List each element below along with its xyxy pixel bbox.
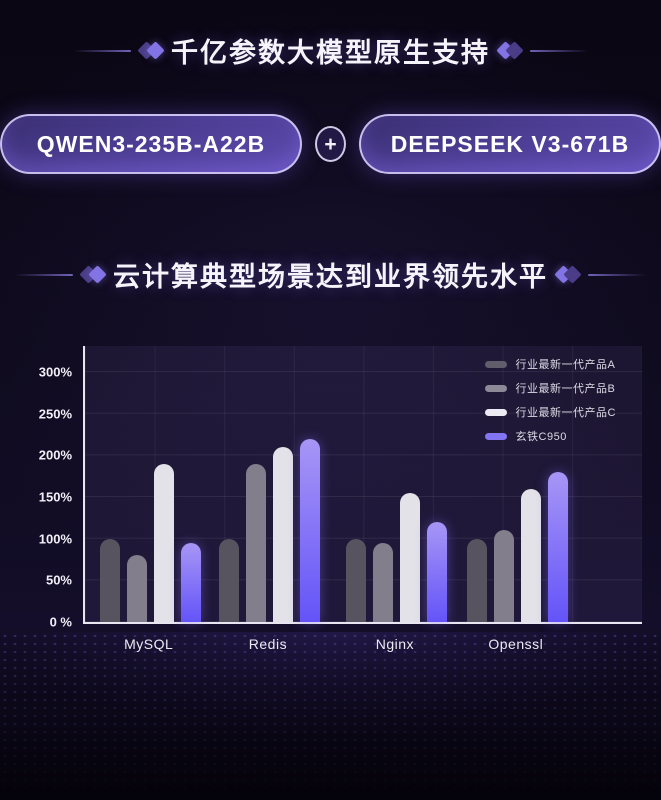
legend-swatch — [484, 384, 507, 392]
bar — [300, 438, 321, 622]
bar — [181, 542, 202, 622]
bar-group-mysql — [97, 463, 205, 622]
legend-swatch — [484, 360, 507, 368]
bar — [467, 538, 488, 622]
diamond-decoration-right — [496, 41, 524, 60]
legend-swatch — [484, 408, 507, 416]
y-tick-label: 200% — [38, 447, 72, 463]
diamond-decoration-right — [554, 265, 582, 284]
legend-label: 玄铁C950 — [515, 431, 567, 443]
title-line-right — [588, 273, 646, 276]
diamond-decoration-left — [79, 265, 107, 284]
badge-qwen-label: QWEN3-235B-A22B — [36, 130, 266, 157]
x-axis-label: MySQL — [124, 636, 174, 652]
title-cloud-text: 云计算典型场景达到业界领先水平 — [113, 262, 548, 292]
bar — [548, 471, 569, 622]
diamond-decoration-left — [137, 41, 165, 60]
legend-item: 行业最新一代产品A — [484, 356, 616, 372]
legend-label: 行业最新一代产品C — [515, 407, 616, 419]
legend-label: 行业最新一代产品A — [515, 359, 616, 371]
bar — [127, 555, 148, 622]
legend-swatch — [484, 432, 507, 440]
plot-area: 行业最新一代产品A 行业最新一代产品B 行业最新一代产品C 玄铁C950 — [83, 346, 642, 624]
bar-group-redis — [216, 438, 324, 622]
legend-item: 玄铁C950 — [484, 428, 616, 444]
x-axis-label: Openssl — [488, 636, 544, 652]
bar — [219, 538, 240, 622]
bar — [400, 492, 421, 622]
badge-qwen: QWEN3-235B-A22B — [0, 114, 302, 174]
y-tick-label: 300% — [38, 364, 72, 380]
bar — [273, 446, 294, 622]
y-tick-label: 0 % — [49, 614, 72, 630]
dotted-floor-texture — [0, 632, 661, 800]
title-models-text: 千亿参数大模型原生支持 — [171, 38, 490, 68]
x-axis-labels: MySQL Redis Nginx Openssl — [83, 636, 640, 660]
badge-deepseek-label: DEEPSEEK V3-671B — [390, 130, 630, 157]
bar-group-nginx — [343, 492, 451, 622]
bar-group-openssl — [464, 471, 572, 622]
bar — [346, 538, 367, 622]
bar — [521, 488, 542, 622]
benchmark-bar-chart: 300% 250% 200% 150% 100% 50% 0 % 行业最新一代产品A 行业最新… — [28, 346, 644, 666]
chart-legend: 行业最新一代产品A 行业最新一代产品B 行业最新一代产品C 玄铁C950 — [484, 356, 616, 444]
section-title-models: 千亿参数大模型原生支持 — [0, 31, 661, 70]
bar — [494, 530, 515, 622]
bar — [100, 538, 121, 622]
x-axis-label: Nginx — [375, 636, 415, 652]
y-axis: 300% 250% 200% 150% 100% 50% 0 % — [28, 346, 78, 629]
bar — [246, 463, 267, 622]
y-tick-label: 50% — [45, 572, 72, 588]
section-title-cloud: 云计算典型场景达到业界领先水平 — [0, 255, 661, 294]
legend-item: 行业最新一代产品C — [484, 404, 616, 420]
bar — [154, 463, 175, 622]
bar — [373, 542, 394, 622]
bar — [427, 521, 448, 622]
legend-item: 行业最新一代产品B — [484, 380, 616, 396]
title-line-left — [15, 273, 73, 276]
y-tick-label: 100% — [38, 531, 72, 547]
badge-deepseek: DEEPSEEK V3-671B — [359, 114, 661, 174]
title-line-right — [530, 49, 588, 52]
title-line-left — [73, 49, 131, 52]
legend-label: 行业最新一代产品B — [515, 383, 616, 395]
y-tick-label: 150% — [38, 489, 72, 505]
plus-icon: + — [315, 126, 346, 162]
x-axis-label: Redis — [248, 636, 288, 652]
model-badges-row: QWEN3-235B-A22B + DEEPSEEK V3-671B — [0, 114, 661, 174]
y-tick-label: 250% — [38, 406, 72, 422]
